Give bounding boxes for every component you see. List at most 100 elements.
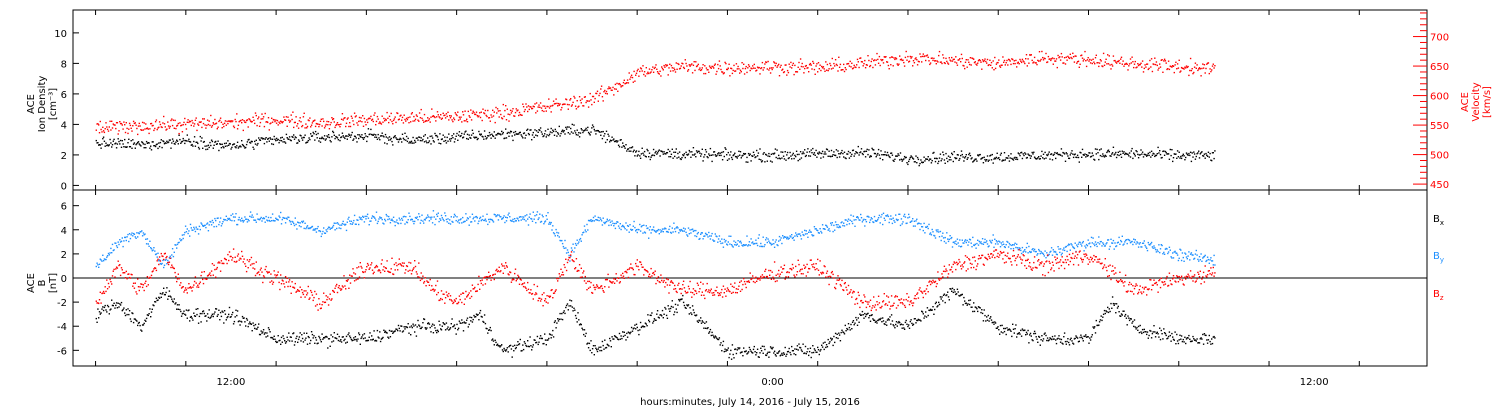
bx-series-point [964, 300, 966, 302]
density-series-point [765, 154, 768, 156]
by-series-point [241, 219, 244, 222]
bx-series-point [310, 331, 313, 333]
bx-series-point [811, 352, 813, 354]
by-series-point [553, 233, 556, 235]
bx-series-point [821, 346, 824, 348]
bx-series-point [1176, 340, 1179, 342]
velocity-series-point [351, 117, 353, 119]
bx-series-point [415, 335, 418, 337]
velocity-series-point [636, 70, 638, 72]
by-series-point [194, 230, 197, 233]
velocity-series-point [1169, 65, 1171, 67]
velocity-series-point [121, 124, 123, 126]
velocity-series-point [761, 61, 764, 64]
bx-series-point [699, 320, 701, 322]
bx-series-point [1043, 333, 1045, 335]
bx-series-point [1085, 336, 1088, 338]
bx-series-point [1090, 336, 1093, 338]
density-series-point [422, 138, 424, 141]
velocity-series-point [792, 62, 794, 65]
density-series-point [570, 131, 573, 133]
velocity-series-point [729, 75, 731, 77]
by-series-point [121, 237, 123, 239]
density-series-point [333, 134, 335, 136]
bx-series-point [363, 333, 366, 335]
bx-series-point [466, 317, 469, 319]
velocity-series-point [225, 124, 227, 126]
density-series-point [350, 134, 353, 136]
bx-series-point [1111, 296, 1114, 298]
by-series-point [177, 242, 179, 244]
velocity-series-point [466, 118, 468, 120]
bx-series-point [197, 308, 199, 310]
bx-series-point [1079, 336, 1081, 339]
velocity-series-point [410, 113, 413, 115]
density-series-point [652, 148, 655, 151]
density-series-point [709, 147, 712, 150]
bx-series-point [1156, 331, 1158, 333]
density-series-point [260, 137, 262, 139]
bx-series-point [98, 317, 100, 319]
bx-series-point [725, 350, 727, 352]
bx-series-point [1042, 340, 1044, 342]
by-series-point [417, 219, 419, 221]
by-series-point [221, 223, 223, 225]
density-series-point [647, 150, 649, 152]
density-series-point [303, 136, 305, 139]
by-series-point [368, 224, 370, 226]
density-series-point [740, 157, 742, 159]
bx-series-point [1003, 327, 1005, 330]
density-series-point [453, 141, 456, 143]
by-series-point [162, 259, 164, 262]
density-series-point [345, 135, 348, 137]
bx-series-point [544, 333, 546, 335]
velocity-series-point [621, 85, 623, 87]
density-series-point [880, 150, 882, 152]
density-series-point [277, 138, 279, 141]
by-series-point [707, 236, 709, 238]
bx-series-point [1012, 328, 1015, 330]
density-series-point [869, 155, 872, 157]
density-series-point [1056, 152, 1058, 154]
by-series-point [630, 228, 632, 231]
velocity-series-point [689, 65, 691, 67]
velocity-series-point [504, 109, 506, 112]
density-series-point [243, 145, 245, 148]
bx-series-point [367, 339, 370, 342]
density-series-point [423, 141, 426, 143]
by-series-point [577, 242, 579, 245]
density-series-point [632, 151, 634, 153]
velocity-series-point [205, 127, 207, 129]
density-series-point [217, 140, 219, 142]
bx-series-point [1150, 337, 1153, 339]
by-series-point [143, 234, 145, 236]
bx-series-point [1095, 319, 1097, 322]
bx-series-point [732, 353, 734, 356]
velocity-series-point [674, 71, 677, 73]
velocity-series-point [963, 65, 965, 67]
density-series-point [1177, 156, 1180, 158]
velocity-series-point [592, 95, 595, 98]
density-series-point [830, 155, 832, 158]
density-series-point [457, 134, 460, 136]
density-series-point [548, 133, 551, 135]
bx-series-point [551, 334, 553, 336]
velocity-series-point [734, 70, 737, 72]
bx-series-point [913, 318, 916, 320]
velocity-series-point [976, 64, 978, 66]
bx-series-point [585, 332, 587, 335]
by-series-point [558, 236, 560, 238]
velocity-series-point [453, 118, 456, 121]
density-series-point [629, 147, 631, 149]
bx-series-point [410, 334, 412, 336]
density-series-point [782, 155, 785, 157]
bx-series-point [955, 293, 958, 295]
velocity-series-point [552, 100, 555, 102]
density-series-point [557, 133, 560, 135]
velocity-series-point [496, 112, 498, 114]
velocity-series-point [467, 110, 469, 113]
velocity-series-point [899, 59, 902, 61]
bx-series-point [625, 339, 627, 341]
by-series-point [273, 220, 275, 222]
velocity-series-point [542, 105, 544, 107]
